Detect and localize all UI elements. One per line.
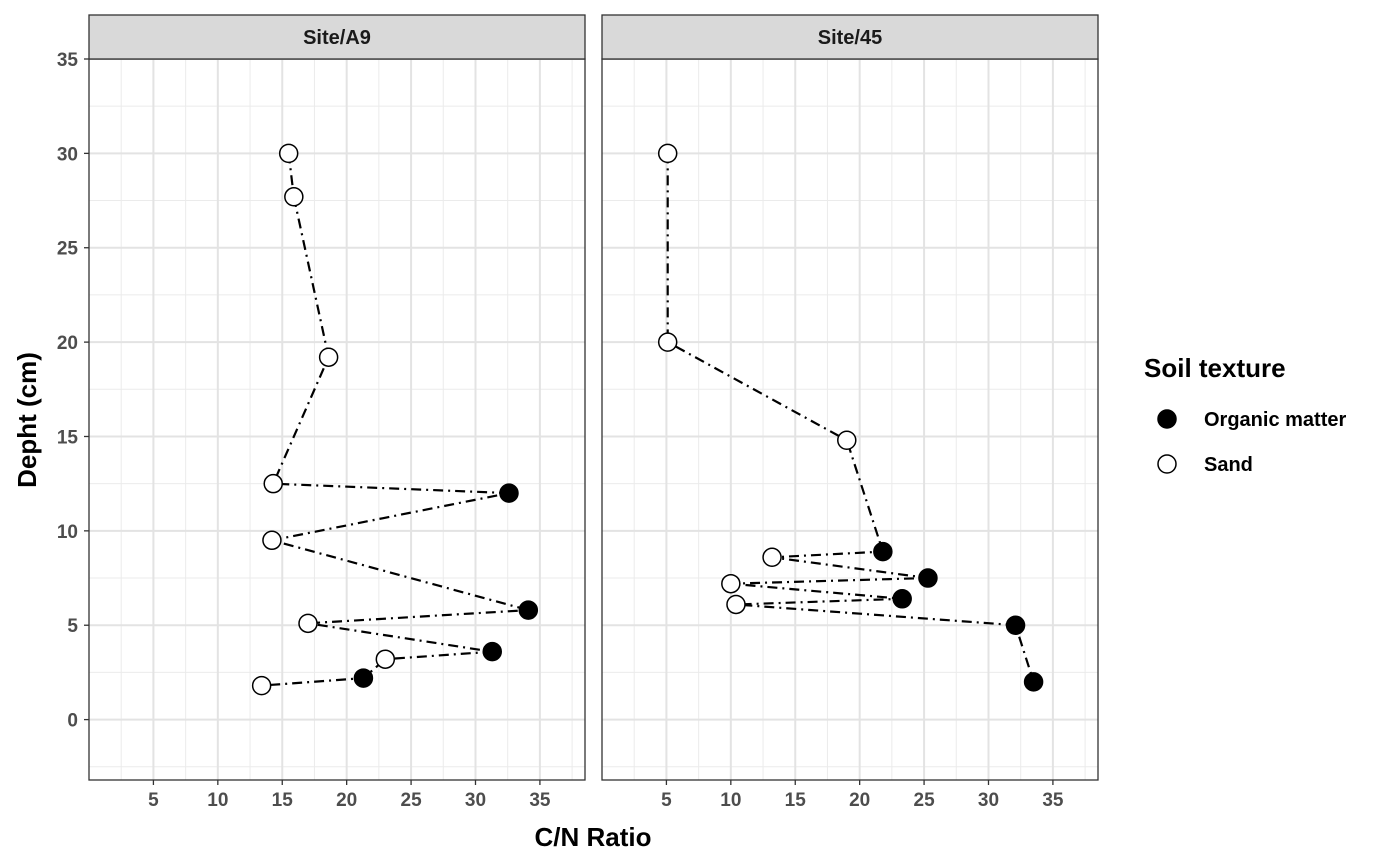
y-tick-label: 25 bbox=[57, 239, 79, 260]
x-tick-label: 25 bbox=[401, 790, 423, 811]
point-organic-matter bbox=[499, 483, 519, 503]
x-tick-label: 20 bbox=[336, 790, 357, 811]
point-sand bbox=[657, 332, 678, 352]
legend-item-sand: Sand bbox=[1157, 454, 1253, 476]
point-organic-matter bbox=[518, 600, 539, 620]
point-sand bbox=[251, 675, 272, 696]
y-tick-label: 0 bbox=[67, 711, 78, 732]
panel-background bbox=[602, 59, 1098, 780]
point-sand bbox=[284, 187, 304, 207]
facet-strip-label: Site/A9 bbox=[303, 27, 371, 49]
x-tick-label: 20 bbox=[849, 790, 870, 811]
point-sand bbox=[657, 143, 678, 164]
point-sand bbox=[837, 430, 857, 451]
legend-key-organic-matter bbox=[1157, 409, 1177, 429]
legend: Soil texture Organic matter Sand bbox=[1144, 353, 1346, 476]
legend-title: Soil texture bbox=[1144, 353, 1286, 383]
point-sand bbox=[375, 649, 396, 669]
y-tick-label: 20 bbox=[57, 333, 78, 354]
x-tick-label: 35 bbox=[1042, 790, 1064, 811]
panel-site-a9: Site/A9 5 10 15 20 25 30 35 0 5 10 15 20 25 30 35 bbox=[57, 14, 586, 811]
point-sand bbox=[762, 547, 782, 568]
point-sand bbox=[726, 594, 746, 615]
y-tick-label: 10 bbox=[57, 522, 78, 543]
facet-strip bbox=[601, 14, 1099, 60]
panel-background bbox=[89, 59, 585, 780]
point-sand bbox=[318, 347, 339, 367]
y-tick-label: 30 bbox=[57, 144, 78, 165]
legend-label-organic-matter: Organic matter bbox=[1204, 409, 1346, 431]
y-axis-title: Depht (cm) bbox=[12, 352, 42, 488]
x-tick-label: 30 bbox=[978, 790, 999, 811]
y-tick-label: 35 bbox=[57, 50, 79, 71]
point-organic-matter bbox=[873, 541, 893, 562]
x-tick-label: 30 bbox=[465, 790, 486, 811]
point-organic-matter bbox=[918, 568, 938, 588]
point-sand bbox=[263, 473, 283, 494]
chart-panels: Site/A95 10 15 20 25 30 3505101520253035Site/4… bbox=[57, 14, 1099, 811]
point-organic-matter bbox=[892, 589, 912, 609]
x-axis-title: C/N Ratio bbox=[535, 822, 652, 852]
legend-key-sand bbox=[1157, 454, 1177, 474]
point-sand bbox=[278, 143, 299, 164]
point-organic-matter bbox=[1023, 672, 1044, 692]
x-tick-label: 10 bbox=[207, 790, 228, 811]
x-tick-label: 15 bbox=[785, 790, 807, 811]
point-organic-matter bbox=[1005, 615, 1026, 635]
point-organic-matter bbox=[353, 668, 374, 688]
y-tick-label: 15 bbox=[57, 427, 79, 448]
x-tick-label: 10 bbox=[720, 790, 741, 811]
x-tick-label: 25 bbox=[914, 790, 936, 811]
facet-strip bbox=[88, 14, 586, 60]
point-sand bbox=[721, 573, 741, 594]
y-tick-label: 5 bbox=[67, 616, 78, 637]
legend-label-sand: Sand bbox=[1204, 454, 1253, 476]
facet-strip-label: Site/45 bbox=[818, 27, 882, 49]
x-tick-label: 5 bbox=[661, 790, 672, 811]
x-tick-label: 15 bbox=[272, 790, 294, 811]
point-sand bbox=[298, 613, 318, 634]
panel-site-45: Site/45 5 10 15 20 25 30 35 bbox=[601, 14, 1099, 811]
legend-item-organic-matter: Organic matter bbox=[1157, 409, 1346, 431]
x-tick-label: 35 bbox=[529, 790, 551, 811]
point-sand bbox=[262, 530, 282, 551]
point-organic-matter bbox=[482, 641, 502, 662]
x-tick-label: 5 bbox=[148, 790, 159, 811]
